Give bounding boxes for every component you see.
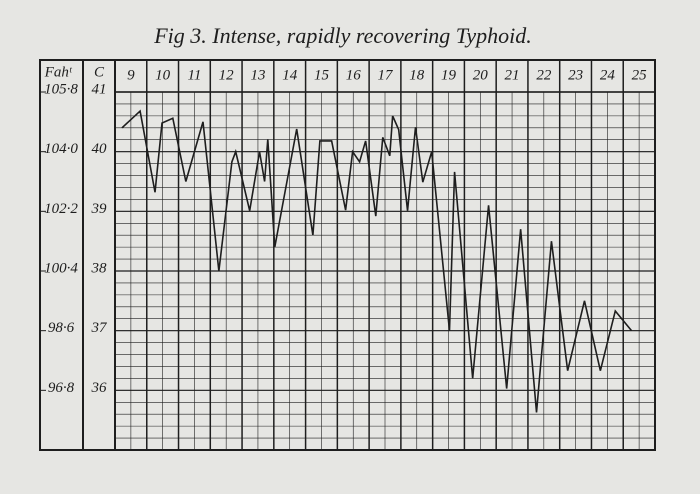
x-tick-label: 11 <box>187 67 201 83</box>
x-tick-label: 23 <box>568 67 583 83</box>
y-tick-label: 39 <box>91 201 108 217</box>
x-tick-label: 20 <box>473 67 489 83</box>
x-tick-label: 16 <box>346 67 362 83</box>
y2-tick-label: 98·6 <box>48 320 75 336</box>
x-tick-label: 19 <box>441 67 457 83</box>
y-tick-label: 41 <box>92 81 107 97</box>
y2-tick-label: 96·8 <box>48 380 75 396</box>
x-tick-label: 21 <box>505 67 520 83</box>
y-tick-label: 36 <box>91 380 108 396</box>
frame <box>39 59 656 451</box>
x-tick-label: 18 <box>409 67 425 83</box>
chart-title: Fig 3. Intense, rapidly recovering Typho… <box>153 23 532 48</box>
y2-tick-label: 102·2 <box>44 201 78 217</box>
y2-tick-label: 105·8 <box>44 81 78 97</box>
y2-tick-label: 100·4 <box>44 260 78 276</box>
y-axis-label: C <box>94 64 105 80</box>
x-tick-label: 22 <box>536 67 552 83</box>
temperature-line <box>121 109 633 413</box>
y-tick-label: 37 <box>91 320 109 336</box>
y2-tick-label: 104·0 <box>44 141 78 157</box>
x-tick-label: 10 <box>155 67 171 83</box>
x-tick-label: 24 <box>600 67 616 83</box>
x-tick-label: 14 <box>282 67 298 83</box>
y2-axis-label: Fahᵗ <box>44 64 73 80</box>
x-tick-label: 25 <box>632 67 648 83</box>
y-tick-label: 38 <box>91 260 108 276</box>
x-tick-label: 17 <box>378 67 395 83</box>
x-tick-label: 9 <box>127 67 135 83</box>
x-tick-label: 15 <box>314 67 330 83</box>
x-tick-label: 13 <box>250 67 265 83</box>
x-tick-label: 12 <box>219 67 235 83</box>
y-tick-label: 40 <box>92 141 108 157</box>
